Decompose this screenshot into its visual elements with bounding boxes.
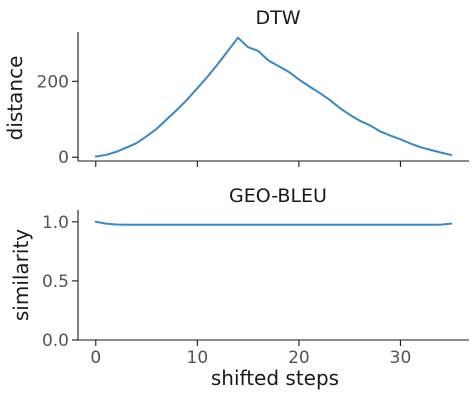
geo-bleu-spines bbox=[77, 210, 469, 341]
geo-bleu-panel: GEO-BLEU similarity shifted steps 0.0 0.5… bbox=[9, 185, 469, 390]
dtw-ytick-label: 0 bbox=[58, 148, 69, 168]
dtw-panel: DTW distance 0 200 bbox=[3, 7, 469, 168]
geo-bleu-xlabel: shifted steps bbox=[211, 366, 339, 390]
geo-bleu-xtick-label: 0 bbox=[90, 348, 101, 368]
geo-bleu-xtick-label: 30 bbox=[390, 348, 412, 368]
dtw-ticks: 0 200 bbox=[37, 72, 401, 168]
geo-bleu-ticks: 0.0 0.5 1.0 0 10 20 30 bbox=[42, 213, 411, 368]
geo-bleu-lines bbox=[94, 220, 453, 226]
dtw-ylabel: distance bbox=[3, 56, 27, 141]
geo-bleu-ylabel: similarity bbox=[9, 229, 33, 321]
geo-bleu-xtick-label: 20 bbox=[288, 348, 310, 368]
geo-bleu-title: GEO-BLEU bbox=[229, 185, 327, 207]
geo-bleu-ytick-label: 0.0 bbox=[42, 331, 69, 351]
geo-bleu-series-line bbox=[94, 220, 453, 226]
geo-bleu-ytick-label: 1.0 bbox=[42, 213, 69, 233]
dtw-title: DTW bbox=[255, 7, 300, 29]
geo-bleu-xtick-label: 10 bbox=[187, 348, 209, 368]
geo-bleu-ytick-label: 0.5 bbox=[42, 272, 69, 292]
dtw-lines bbox=[94, 36, 453, 158]
dtw-ytick-label: 200 bbox=[37, 72, 69, 92]
dtw-spines bbox=[77, 32, 469, 162]
dtw-series-line bbox=[94, 36, 453, 158]
